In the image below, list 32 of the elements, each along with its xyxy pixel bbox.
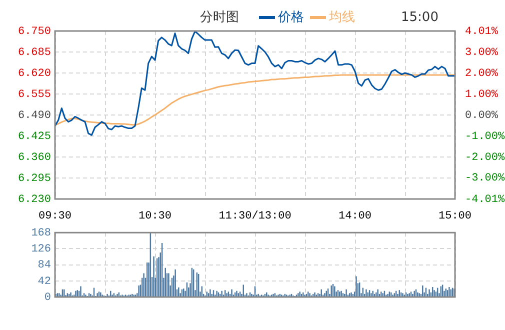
- legend-label: 均线: [329, 9, 355, 26]
- y2-tick-label: 4.01%: [465, 26, 498, 38]
- y-tick-label: 126: [31, 244, 51, 256]
- y2-tick-label: -2.00%: [465, 152, 505, 164]
- y2-tick-label: 0.00%: [465, 110, 498, 122]
- x-tick-label: 10:30: [138, 210, 172, 223]
- legend-label: 价格: [278, 9, 304, 26]
- y-tick-label: 168: [31, 228, 51, 240]
- y2-tick-label: -3.00%: [465, 172, 505, 185]
- x-tick-label: 11:30/13:00: [218, 210, 292, 223]
- y-tick-label: 6.230: [18, 194, 51, 206]
- x-tick-label: 14:00: [338, 210, 372, 223]
- y-tick-label: 42: [38, 276, 51, 288]
- y-tick-label: 84: [38, 260, 52, 272]
- y-tick-label: 6.555: [18, 88, 51, 101]
- y2-tick-label: 2.00%: [465, 68, 498, 80]
- y2-tick-label: -1.00%: [465, 130, 505, 143]
- y-tick-label: 0: [44, 292, 51, 304]
- y-tick-label: 6.750: [18, 26, 51, 38]
- y-tick-label: 6.360: [18, 152, 51, 164]
- x-tick-label: 15:00: [438, 210, 472, 223]
- y2-tick-label: 3.00%: [465, 47, 498, 60]
- y2-tick-label: -4.01%: [465, 194, 505, 206]
- y-tick-label: 6.425: [18, 130, 51, 143]
- y2-tick-label: 1.00%: [465, 88, 498, 101]
- y-tick-label: 6.685: [18, 46, 51, 59]
- chart-title: 分时图: [200, 9, 239, 26]
- text: 15:00: [401, 10, 438, 24]
- y-tick-label: 6.295: [18, 172, 51, 185]
- x-tick-label: 09:30: [38, 210, 72, 223]
- y-tick-label: 6.620: [18, 68, 51, 80]
- y-tick-label: 6.490: [18, 110, 51, 122]
